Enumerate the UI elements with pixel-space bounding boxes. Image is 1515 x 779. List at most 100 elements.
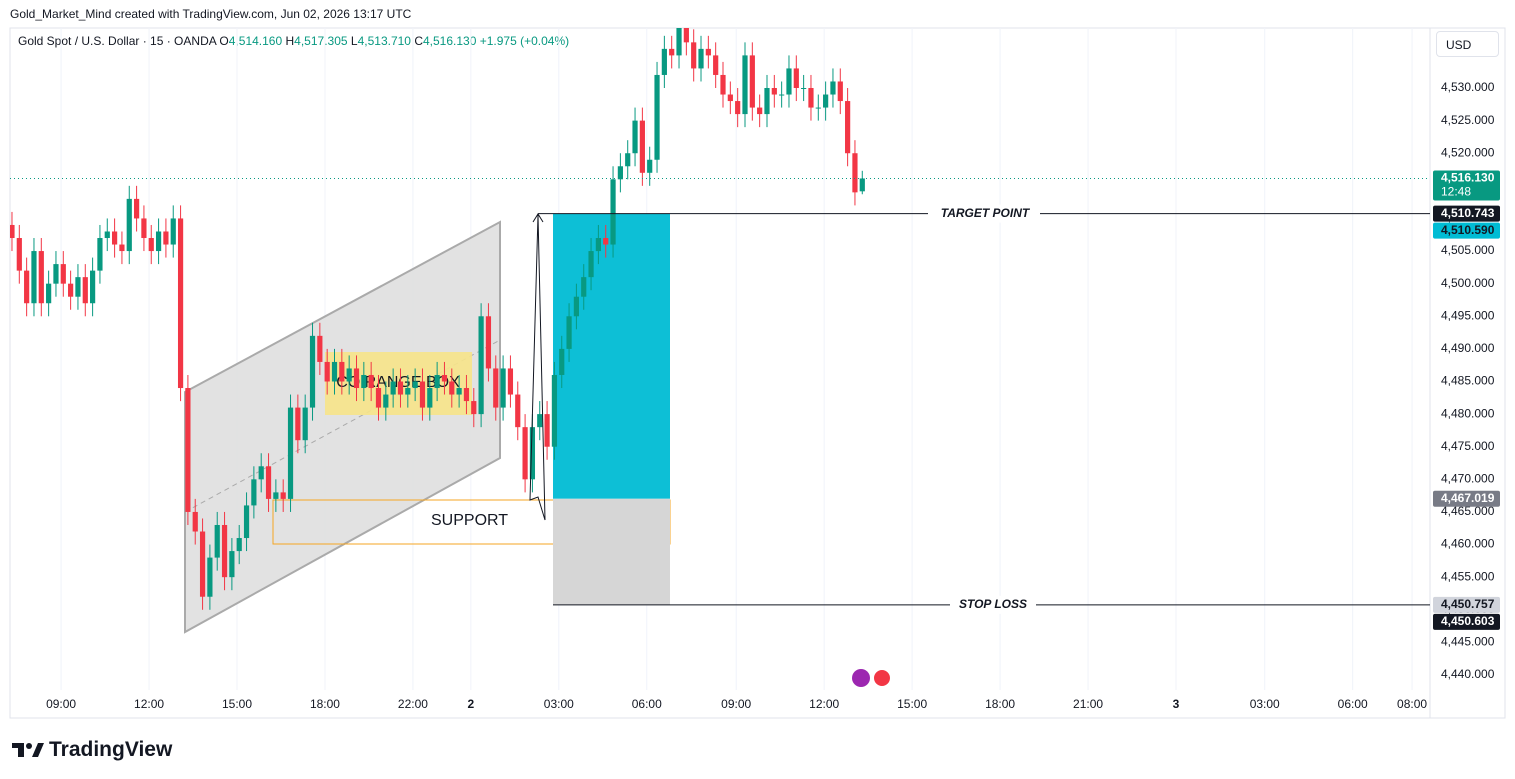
candle-body bbox=[683, 28, 689, 43]
y-tick-label: 4,505.000 bbox=[1441, 243, 1495, 257]
candle-body bbox=[515, 394, 521, 428]
y-tick-label: 4,485.000 bbox=[1441, 374, 1495, 388]
attribution: Gold_Market_Mind created with TradingVie… bbox=[10, 7, 412, 21]
candle-body bbox=[713, 55, 719, 75]
target-label: TARGET POINT bbox=[941, 206, 1031, 220]
candle-body bbox=[16, 238, 22, 271]
axes: 4,440.0004,445.0004,450.0004,455.0004,46… bbox=[46, 80, 1500, 711]
currency-button[interactable]: USD bbox=[1436, 31, 1499, 57]
candle-body bbox=[654, 74, 660, 160]
candle-body bbox=[808, 88, 814, 108]
x-tick-label: 22:00 bbox=[398, 697, 428, 711]
overlays: TARGET POINT STOP LOSS bbox=[10, 177, 1430, 688]
candle-body bbox=[742, 55, 748, 115]
price-label: 4,510.590 bbox=[1441, 223, 1495, 237]
candle-body bbox=[441, 374, 448, 382]
ohlc-legend: Gold Spot / U.S. Dollar · 15 · OANDA O4,… bbox=[18, 34, 569, 48]
candle-body bbox=[317, 335, 323, 362]
candle-body bbox=[24, 270, 30, 304]
candle-body bbox=[815, 107, 821, 109]
candle-body bbox=[31, 251, 37, 304]
candle-body bbox=[221, 524, 228, 578]
candle-body bbox=[625, 153, 631, 167]
position-tool bbox=[553, 213, 670, 605]
price-label: 4,450.757 bbox=[1441, 597, 1495, 611]
candle-body bbox=[830, 81, 836, 95]
candle-body bbox=[229, 551, 235, 578]
candle-body bbox=[559, 348, 565, 375]
c-value: 4,516.130 bbox=[423, 34, 477, 48]
candle-body bbox=[75, 277, 81, 297]
flag-icon bbox=[872, 668, 892, 688]
candle-body bbox=[500, 368, 506, 408]
candle-body bbox=[295, 407, 301, 441]
candle-body bbox=[112, 231, 118, 245]
candle-body bbox=[185, 388, 191, 512]
frame bbox=[9, 27, 1506, 719]
price-label: 4,467.019 bbox=[1441, 491, 1495, 505]
candle-body bbox=[133, 198, 140, 219]
y-tick-label: 4,440.000 bbox=[1441, 667, 1495, 681]
candle-body bbox=[258, 466, 264, 480]
y-tick-label: 4,490.000 bbox=[1441, 341, 1495, 355]
candle-body bbox=[691, 42, 697, 69]
candle-body bbox=[368, 374, 374, 389]
y-tick-label: 4,500.000 bbox=[1441, 276, 1495, 290]
event-icon bbox=[852, 669, 870, 687]
candle-body bbox=[566, 316, 572, 349]
candle-body bbox=[273, 492, 279, 499]
candle-body bbox=[82, 277, 88, 304]
candle-body bbox=[346, 368, 352, 382]
candle-body bbox=[405, 388, 411, 395]
l-value: 4,513.710 bbox=[357, 34, 411, 48]
candle-body bbox=[339, 361, 345, 382]
candle-body bbox=[537, 414, 543, 428]
candle-body bbox=[757, 107, 763, 115]
candle-body bbox=[669, 48, 675, 56]
candle-body bbox=[243, 505, 250, 539]
x-tick-label: 12:00 bbox=[809, 697, 839, 711]
candle-body bbox=[661, 48, 667, 75]
candle-body bbox=[361, 374, 367, 389]
support-label: SUPPORT bbox=[431, 512, 508, 529]
candle-body bbox=[90, 270, 96, 304]
stop-zone bbox=[553, 498, 670, 605]
candle-body bbox=[801, 88, 807, 90]
candle-body bbox=[60, 264, 66, 284]
candle-body bbox=[427, 388, 433, 408]
price-label: 4,450.603 bbox=[1441, 614, 1495, 628]
candle-body bbox=[97, 238, 103, 271]
candle-body bbox=[544, 414, 550, 447]
candle-body bbox=[324, 361, 330, 382]
candle-body bbox=[471, 401, 477, 415]
candle-body bbox=[720, 74, 726, 95]
candle-body bbox=[823, 94, 829, 108]
candle-body bbox=[705, 48, 711, 56]
candle-body bbox=[207, 557, 213, 597]
candle-body bbox=[177, 218, 184, 389]
arrow bbox=[529, 214, 546, 521]
candle-body bbox=[148, 238, 154, 252]
brand: TradingView bbox=[49, 738, 173, 761]
candle-body bbox=[353, 368, 360, 389]
candle-body bbox=[845, 101, 851, 154]
candle-body bbox=[573, 296, 580, 317]
candle-body bbox=[727, 94, 733, 102]
candle-body bbox=[412, 381, 418, 389]
candles bbox=[10, 28, 865, 610]
candle-body bbox=[786, 68, 792, 95]
candle-body bbox=[280, 492, 286, 499]
candle-body bbox=[419, 381, 426, 408]
candle-body bbox=[522, 427, 528, 480]
candle-body bbox=[764, 88, 770, 115]
candle-body bbox=[126, 198, 132, 252]
candle-body bbox=[735, 101, 741, 115]
x-tick-label: 03:00 bbox=[544, 697, 574, 711]
candle-body bbox=[771, 88, 777, 95]
candle-body bbox=[485, 316, 492, 369]
candle-body bbox=[163, 231, 169, 245]
candle-body bbox=[639, 120, 645, 173]
candle-body bbox=[141, 218, 147, 239]
candle-body bbox=[595, 238, 601, 252]
